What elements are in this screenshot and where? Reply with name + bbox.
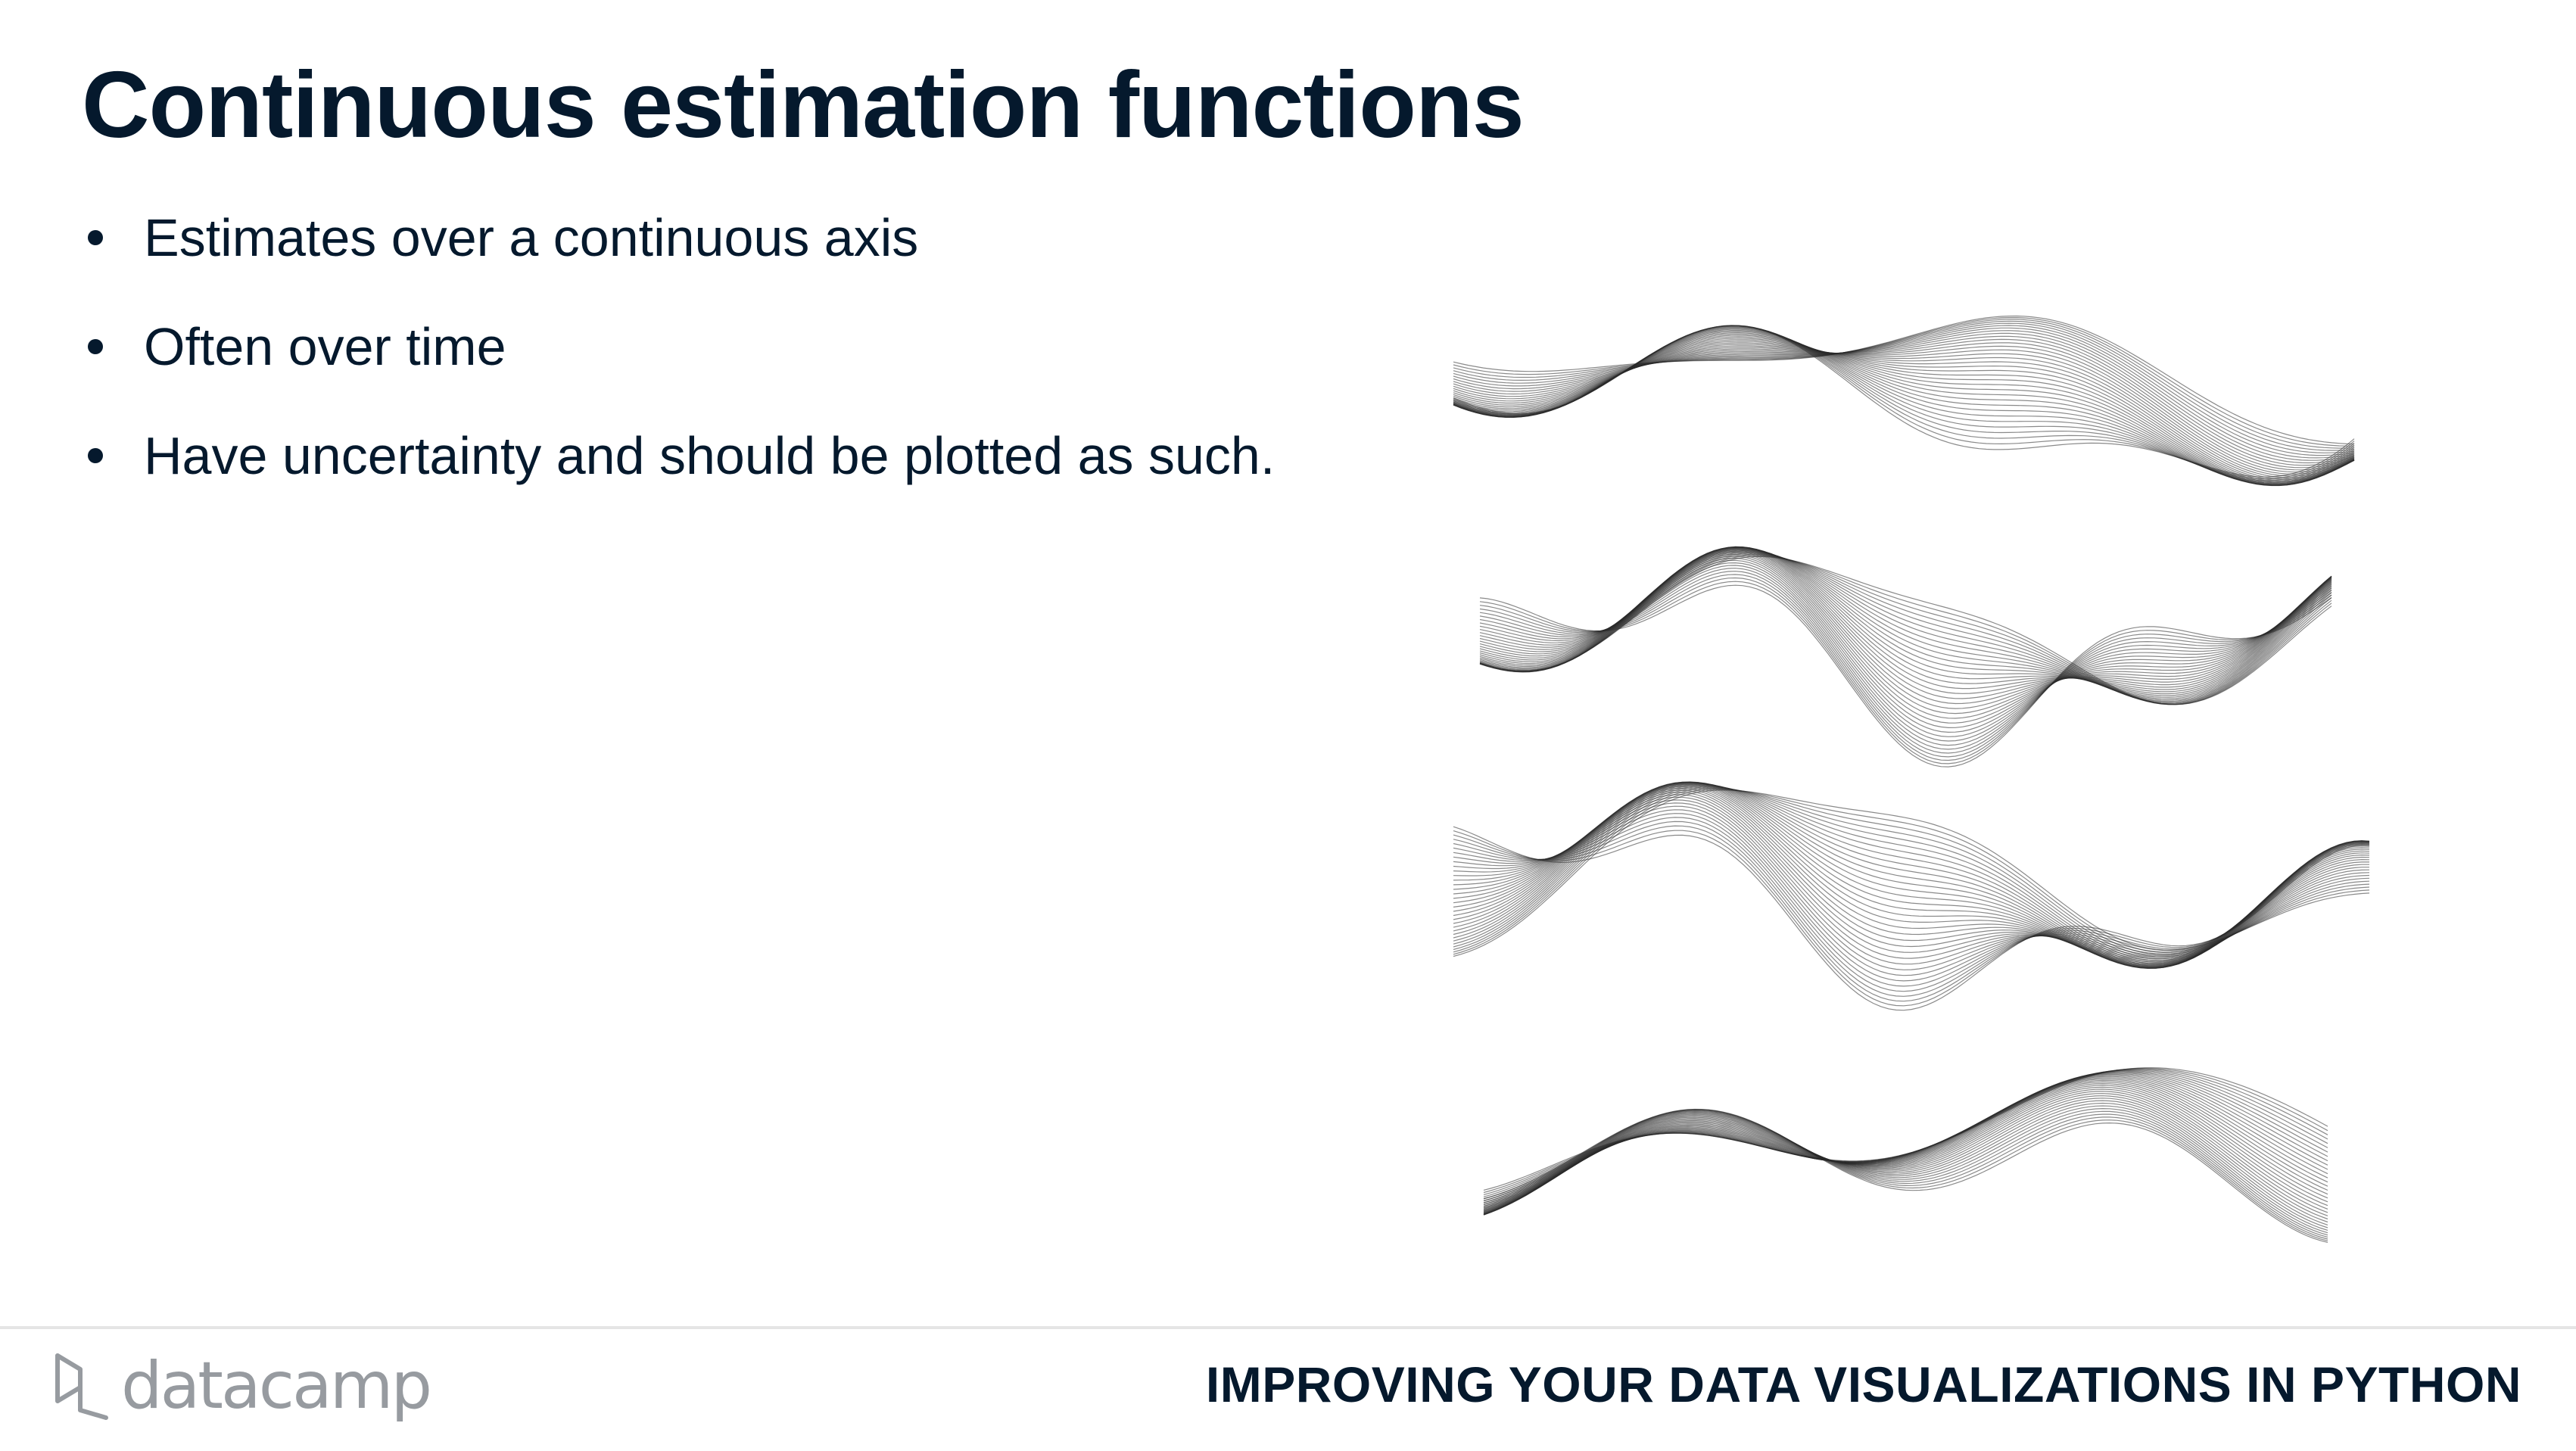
wave-line xyxy=(1483,1079,2328,1215)
bullet-text: Estimates over a continuous axis xyxy=(144,208,919,267)
wave-line xyxy=(1453,781,2369,967)
logo-wordmark: datacamp xyxy=(121,1348,432,1424)
wave-line xyxy=(1479,568,2332,750)
wave-line xyxy=(1479,559,2332,737)
wave-line xyxy=(1453,786,2370,968)
wave-line xyxy=(1483,1105,2328,1231)
wave-line xyxy=(1483,1102,2328,1228)
wave-line xyxy=(1453,322,2355,453)
wave-line xyxy=(1453,317,2354,447)
bullet-text: Often over time xyxy=(144,317,506,376)
bullet-dot xyxy=(88,448,103,463)
wave-line xyxy=(1453,325,2355,483)
wave-line xyxy=(1483,1095,2328,1220)
wave-line xyxy=(1453,345,2355,473)
wave-line xyxy=(1453,338,2355,469)
bullet-item: Have uncertainty and should be plotted a… xyxy=(82,415,1293,497)
wave-line xyxy=(1453,792,2370,965)
bullet-list: Estimates over a continuous axis Often o… xyxy=(82,197,1293,524)
wave-line xyxy=(1483,1093,2328,1216)
wave-line xyxy=(1479,547,2332,699)
wave-line xyxy=(1453,796,2370,963)
wave-line xyxy=(1479,546,2332,690)
wave-line xyxy=(1483,1109,2328,1240)
wave-line xyxy=(1453,781,2369,967)
wave-line xyxy=(1453,342,2355,471)
wave-line xyxy=(1479,574,2332,758)
bullet-dot xyxy=(88,339,103,354)
wave-line xyxy=(1453,794,2370,964)
bullet-dot xyxy=(88,230,103,245)
wave-line xyxy=(1483,1085,2328,1216)
wave-line xyxy=(1483,1098,2328,1223)
wave-line xyxy=(1453,327,2355,459)
wave-line xyxy=(1453,332,2355,464)
wave-illustration xyxy=(1453,315,2370,1243)
datacamp-logo: datacamp xyxy=(51,1344,432,1428)
wave-line xyxy=(1483,1100,2328,1225)
wave-line xyxy=(1479,577,2332,761)
wave-line xyxy=(1453,320,2355,451)
wave-line xyxy=(1479,550,2332,703)
footer-divider xyxy=(0,1326,2576,1329)
wave-line xyxy=(1483,1091,2328,1216)
wave-line xyxy=(1479,546,2332,693)
wave-line xyxy=(1483,1081,2328,1215)
wave-line xyxy=(1453,315,2355,445)
wave-line xyxy=(1479,581,2332,764)
wave-line xyxy=(1453,344,2355,475)
wave-line xyxy=(1453,781,2369,968)
wave-line xyxy=(1453,826,2370,1011)
wave-line xyxy=(1483,1088,2328,1216)
wave-line xyxy=(1479,571,2332,754)
wave-line xyxy=(1479,548,2332,705)
wave-line xyxy=(1453,325,2355,478)
wave-line xyxy=(1453,813,2370,987)
wave-line xyxy=(1479,557,2332,733)
wave-line xyxy=(1453,335,2355,484)
wave-line xyxy=(1453,335,2355,466)
wave-line xyxy=(1479,562,2332,742)
wave-line xyxy=(1479,546,2332,696)
wave-line xyxy=(1453,782,2370,966)
bullet-text: Have uncertainty and should be plotted a… xyxy=(144,426,1276,485)
bullet-item: Often over time xyxy=(82,306,1293,388)
wave-line xyxy=(1479,584,2332,768)
wave-line xyxy=(1479,550,2332,704)
wave-line xyxy=(1483,1086,2328,1216)
wave-line xyxy=(1483,1110,2328,1236)
bullet-item: Estimates over a continuous axis xyxy=(82,197,1293,279)
wave-line xyxy=(1453,319,2355,449)
slide-title: Continuous estimation functions xyxy=(82,53,1525,157)
wave-line xyxy=(1479,565,2332,746)
course-title: IMPROVING YOUR DATA VISUALIZATIONS IN PY… xyxy=(1205,1356,2521,1412)
wave-line xyxy=(1453,783,2370,964)
wave-line xyxy=(1453,802,2370,970)
wave-line xyxy=(1483,1108,2328,1243)
wave-line xyxy=(1453,342,2355,477)
wave-line xyxy=(1453,325,2355,456)
wave-line xyxy=(1453,830,2370,1007)
wave-line xyxy=(1479,546,2332,698)
wave-line xyxy=(1453,330,2355,461)
datacamp-logo-icon xyxy=(55,1353,108,1420)
wave-line xyxy=(1483,1082,2328,1216)
